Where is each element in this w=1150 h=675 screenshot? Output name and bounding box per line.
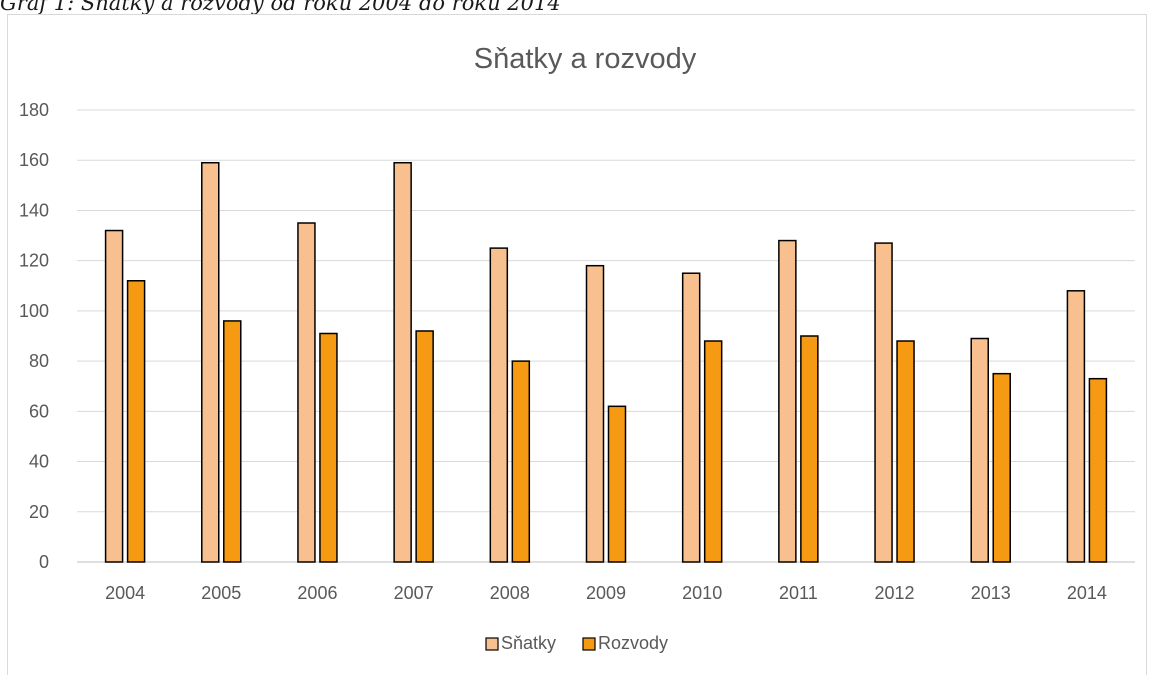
bar-rozvody-2007 (415, 330, 434, 563)
bar-rozvody-2006 (319, 332, 338, 563)
bar-rozvody-2010 (703, 340, 723, 563)
x-tick-label: 2011 (779, 583, 818, 603)
chart-frame (7, 14, 1147, 675)
y-tick-label: 20 (29, 502, 49, 522)
chart-title: Sňatky a rozvody (474, 43, 697, 75)
bar-rozvody-2009 (607, 405, 627, 563)
y-tick-label: 40 (29, 452, 49, 472)
x-tick-label: 2012 (875, 583, 915, 603)
y-tick-label: 60 (29, 401, 49, 421)
legend-label: Sňatky (501, 633, 556, 653)
x-tick-label: 2006 (297, 583, 337, 603)
bar-snatky-2014 (1066, 290, 1086, 563)
bar-snatky-2007 (393, 161, 412, 563)
bar-snatky-2011 (778, 239, 797, 563)
bar-rozvody-2011 (800, 335, 819, 563)
bar-rozvody-2013 (992, 372, 1011, 563)
bar-snatky-2012 (874, 242, 893, 563)
bar-snatky-2010 (681, 272, 701, 563)
bar-snatky-2013 (970, 337, 989, 563)
bar-snatky-2009 (585, 264, 605, 563)
legend-label: Rozvody (598, 633, 668, 653)
y-tick-label: 120 (19, 251, 49, 271)
x-tick-label: 2010 (682, 583, 722, 603)
bar-rozvody-2005 (223, 320, 242, 563)
bar-snatky-2005 (201, 161, 220, 563)
figure-caption: Graf 1: Sňatky a rozvody od roku 2004 do… (0, 0, 561, 15)
legend: Sňatky Rozvody (485, 633, 668, 653)
x-tick-label: 2005 (201, 583, 241, 603)
legend-swatch-snatky (485, 637, 499, 651)
x-tick-label: 2004 (105, 583, 145, 603)
y-tick-label: 100 (19, 301, 49, 321)
bar-rozvody-2004 (126, 280, 146, 563)
x-tick-label: 2007 (394, 583, 434, 603)
x-tick-label: 2009 (586, 583, 626, 603)
x-tick-label: 2008 (490, 583, 530, 603)
y-tick-label: 0 (39, 552, 49, 572)
bar-snatky-2008 (489, 247, 509, 563)
x-tick-label: 2013 (971, 583, 1011, 603)
y-tick-label: 140 (19, 200, 49, 220)
bar-snatky-2004 (104, 229, 124, 563)
bar-rozvody-2012 (896, 340, 915, 563)
bar-rozvody-2014 (1088, 377, 1108, 563)
y-tick-label: 80 (29, 351, 49, 371)
y-tick-label: 180 (19, 100, 49, 120)
y-tick-label: 160 (19, 150, 49, 170)
bar-rozvody-2008 (511, 360, 531, 563)
bar-snatky-2006 (297, 222, 316, 563)
x-tick-label: 2014 (1067, 583, 1107, 603)
legend-swatch-rozvody (582, 637, 596, 651)
